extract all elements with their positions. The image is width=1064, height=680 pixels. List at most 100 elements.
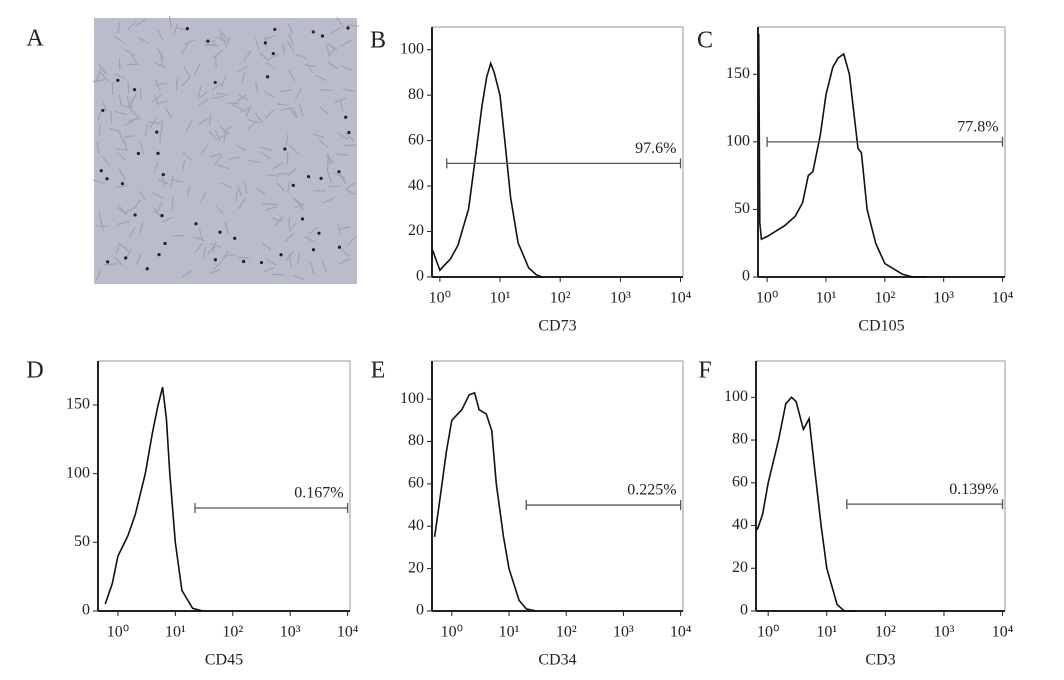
cell-dot xyxy=(265,75,270,79)
cell xyxy=(236,184,243,197)
cell xyxy=(113,256,124,266)
cell xyxy=(186,185,191,198)
x-axis-label: CD105 xyxy=(858,318,904,335)
cell xyxy=(208,113,212,126)
cell xyxy=(334,97,346,104)
x-axis-label: CD3 xyxy=(865,652,895,669)
cell xyxy=(236,65,249,73)
cell xyxy=(116,207,128,215)
x-tick-label: 10⁴ xyxy=(670,624,692,641)
cell-dot xyxy=(99,169,103,173)
cell xyxy=(118,243,129,252)
cell xyxy=(288,70,296,82)
cell xyxy=(235,94,247,103)
cell xyxy=(225,36,231,49)
cell-dot xyxy=(160,214,164,218)
cell xyxy=(261,241,272,251)
cell xyxy=(338,226,351,230)
cell xyxy=(153,162,159,174)
gate-label: 97.6% xyxy=(635,140,676,157)
cell xyxy=(282,42,286,55)
cell xyxy=(109,111,113,124)
cell xyxy=(243,181,248,194)
x-tick-label: 10² xyxy=(550,290,571,307)
cell-dot xyxy=(320,34,325,38)
cell xyxy=(161,174,166,187)
panel-label: F xyxy=(698,358,711,384)
cell xyxy=(208,130,218,141)
x-tick-label: 10² xyxy=(222,624,243,641)
x-tick-label: 10³ xyxy=(613,624,634,641)
y-tick-label: 60 xyxy=(408,131,424,148)
cell xyxy=(296,53,308,60)
cell xyxy=(135,19,147,27)
cell xyxy=(260,146,273,152)
cell xyxy=(139,142,145,155)
cell xyxy=(261,202,274,205)
cell xyxy=(209,268,221,275)
x-tick-label: 10⁰ xyxy=(441,624,463,641)
cell-dot xyxy=(337,245,342,249)
cell xyxy=(276,182,286,192)
cell xyxy=(197,91,208,100)
cell xyxy=(255,187,266,195)
cell xyxy=(342,88,355,92)
panel-label: E xyxy=(371,358,386,384)
x-tick-label: 10³ xyxy=(934,624,955,641)
cell xyxy=(223,130,227,143)
cell xyxy=(98,211,102,224)
cell xyxy=(124,48,135,57)
x-tick-label: 10⁰ xyxy=(429,290,451,307)
cell xyxy=(315,74,327,82)
cell xyxy=(344,144,357,147)
cell-dot xyxy=(347,130,351,135)
cell xyxy=(156,202,163,215)
cell xyxy=(267,174,280,177)
x-tick-label: 10¹ xyxy=(490,290,511,307)
cell-dot xyxy=(317,231,321,235)
cell xyxy=(149,118,157,129)
cell xyxy=(318,138,329,148)
cell xyxy=(288,222,297,233)
cell xyxy=(139,221,144,234)
cell xyxy=(325,154,335,164)
gate-label: 77.8% xyxy=(957,119,998,136)
cell xyxy=(194,242,204,253)
cell-dot xyxy=(105,177,109,181)
cell-dot xyxy=(106,260,110,264)
y-tick-label: 40 xyxy=(732,516,748,533)
cell xyxy=(183,67,191,79)
cell xyxy=(148,121,161,124)
cell xyxy=(128,117,141,122)
x-tick-label: 10¹ xyxy=(499,624,520,641)
cell xyxy=(97,108,102,121)
cell xyxy=(227,156,240,160)
x-tick-label: 10⁴ xyxy=(670,290,692,307)
y-tick-label: 60 xyxy=(408,475,424,492)
cell xyxy=(319,106,330,116)
cell xyxy=(323,197,335,204)
cell xyxy=(265,257,276,266)
cell xyxy=(131,110,141,120)
cell xyxy=(176,27,189,31)
cell xyxy=(265,61,276,70)
cell-dot xyxy=(306,174,311,179)
cell xyxy=(219,32,226,45)
cell xyxy=(327,47,336,58)
cell xyxy=(183,39,196,45)
cell xyxy=(222,124,234,133)
cell xyxy=(215,56,217,69)
plot-frame xyxy=(432,360,684,611)
cell xyxy=(198,228,203,241)
x-axis-label: CD34 xyxy=(538,652,576,669)
cell xyxy=(95,225,108,228)
y-tick-label: 40 xyxy=(408,177,424,194)
cell xyxy=(131,54,139,66)
cell xyxy=(344,188,357,196)
histogram-line xyxy=(756,396,855,612)
cell xyxy=(155,100,168,105)
cell xyxy=(237,198,246,210)
cell xyxy=(95,68,102,81)
cell xyxy=(312,133,325,139)
histogram-line xyxy=(431,60,543,278)
